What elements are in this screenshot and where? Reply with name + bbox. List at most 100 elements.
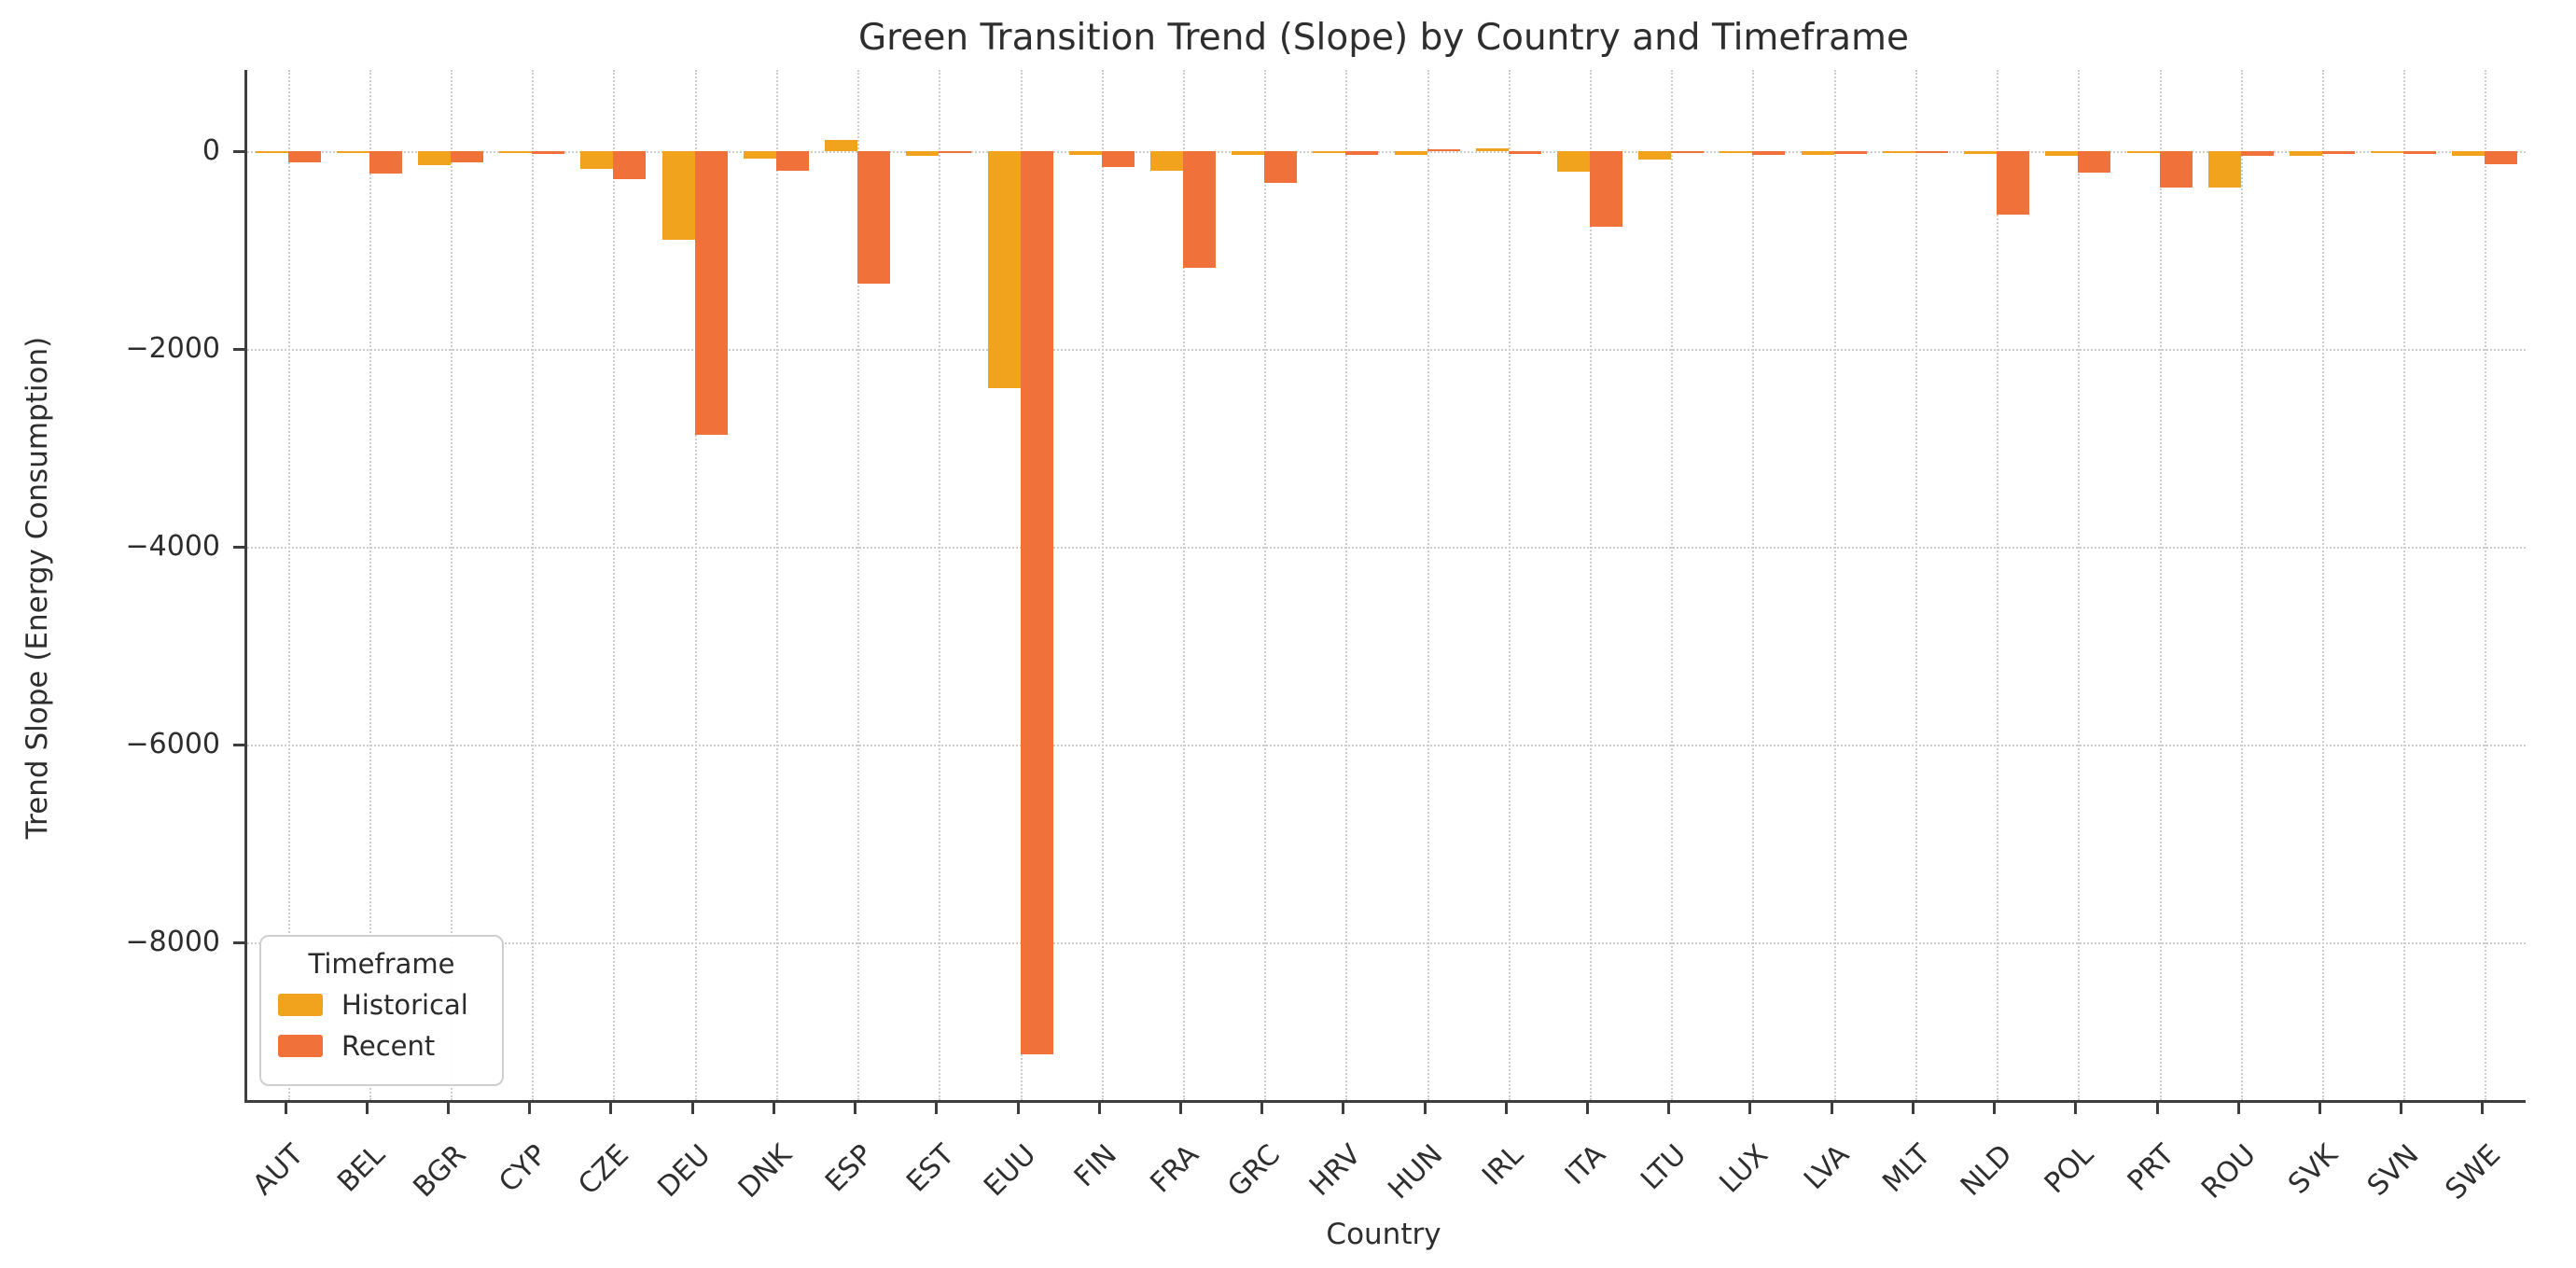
x-gridline [1671, 70, 1674, 1100]
recent-color-swatch [278, 1035, 323, 1057]
bar-historical-FRA [1149, 151, 1183, 172]
bar-historical-FIN [1068, 151, 1102, 156]
historical-color-swatch [278, 994, 323, 1016]
x-axis-label: Country [1326, 1218, 1441, 1251]
bar-historical-CZE [580, 151, 614, 169]
bar-recent-ESP [857, 151, 891, 284]
x-tickmark [2400, 1103, 2403, 1114]
bar-recent-LTU [1671, 151, 1705, 153]
x-gridline [1264, 70, 1267, 1100]
x-tick-label: ESP [819, 1138, 880, 1199]
x-tickmark [1911, 1103, 1915, 1114]
x-tickmark [2318, 1103, 2321, 1114]
legend-entry-historical: Historical [278, 989, 502, 1021]
x-gridline [369, 70, 371, 1100]
x-tick-label: BEL [330, 1138, 392, 1199]
y-gridline [247, 745, 2526, 747]
bar-recent-MLT [1915, 151, 1948, 153]
y-tick-label: −6000 [125, 728, 220, 761]
bar-historical-BEL [336, 151, 369, 153]
x-tick-label: IRL [1476, 1138, 1531, 1192]
x-tick-label: DNK [731, 1138, 799, 1205]
bar-recent-EST [939, 151, 972, 154]
x-gridline [2240, 70, 2243, 1100]
bar-historical-PRT [2126, 151, 2160, 153]
bar-historical-SWE [2452, 151, 2485, 156]
y-tickmark [233, 150, 244, 153]
bar-historical-EST [906, 151, 940, 156]
bar-recent-SVK [2321, 151, 2355, 155]
bar-recent-HRV [1345, 151, 1379, 156]
x-tick-label: ITA [1558, 1138, 1612, 1191]
x-tick-label: PRT [2122, 1138, 2181, 1198]
x-tickmark [1097, 1103, 1101, 1114]
x-tick-label: POL [2038, 1138, 2100, 1201]
bar-recent-SWE [2485, 151, 2518, 165]
x-tick-label: CZE [572, 1138, 635, 1202]
y-tick-label: −2000 [125, 332, 220, 366]
bar-historical-AUT [255, 151, 288, 154]
x-tickmark [1748, 1103, 1752, 1114]
x-gridline [1345, 70, 1348, 1100]
x-gridline [2485, 70, 2487, 1100]
x-gridline [1427, 70, 1429, 1100]
x-gridline [532, 70, 535, 1100]
legend-label-recent: Recent [341, 1030, 436, 1062]
x-tickmark [1260, 1103, 1264, 1114]
bar-recent-DNK [775, 151, 809, 171]
x-tickmark [1342, 1103, 1345, 1114]
x-tick-label: AUT [246, 1138, 310, 1202]
x-gridline [1997, 70, 1999, 1100]
x-gridline [287, 70, 290, 1100]
x-gridline [2321, 70, 2324, 1100]
bar-recent-BGR [451, 151, 484, 162]
x-gridline [775, 70, 778, 1100]
x-tickmark [935, 1103, 939, 1114]
y-gridline [247, 151, 2526, 153]
y-tickmark [233, 941, 244, 945]
x-tick-label: GRC [1220, 1138, 1287, 1204]
y-tick-label: 0 [202, 134, 220, 167]
x-tickmark [1423, 1103, 1427, 1114]
bar-historical-LVA [1801, 151, 1834, 156]
bar-historical-ESP [825, 139, 858, 151]
x-tickmark [365, 1103, 369, 1114]
bar-recent-ITA [1590, 151, 1623, 227]
x-gridline [1101, 70, 1104, 1100]
bar-historical-POL [2045, 151, 2079, 156]
x-tickmark [690, 1103, 694, 1114]
x-tick-label: LVA [1798, 1138, 1857, 1197]
bar-recent-POL [2078, 151, 2111, 174]
x-tick-label: SWE [2439, 1138, 2507, 1206]
x-tickmark [528, 1103, 532, 1114]
plot-area [244, 70, 2526, 1103]
bar-recent-IRL [1508, 151, 1541, 155]
legend: Timeframe Historical Recent [259, 935, 504, 1086]
x-tickmark [1504, 1103, 1508, 1114]
x-tick-label: FRA [1143, 1138, 1205, 1200]
bar-recent-HUN [1427, 148, 1460, 151]
y-tick-label: −8000 [125, 926, 220, 959]
x-tickmark [447, 1103, 451, 1114]
x-gridline [857, 70, 860, 1100]
chart-title: Green Transition Trend (Slope) by Countr… [857, 17, 1910, 59]
x-gridline [1915, 70, 1917, 1100]
bar-recent-CZE [613, 151, 647, 179]
y-gridline [247, 547, 2526, 550]
x-tick-label: SVN [2360, 1138, 2426, 1203]
bar-recent-ROU [2240, 151, 2274, 156]
x-tick-label: MLT [1876, 1138, 1938, 1200]
y-tickmark [233, 546, 244, 550]
x-gridline [1182, 70, 1185, 1100]
bar-historical-ITA [1557, 151, 1591, 173]
x-tick-label: DEU [651, 1138, 717, 1205]
x-tick-label: SVK [2281, 1138, 2345, 1201]
x-tickmark [609, 1103, 613, 1114]
legend-entry-recent: Recent [278, 1030, 502, 1062]
x-gridline [613, 70, 616, 1100]
x-tickmark [1993, 1103, 1997, 1114]
x-tickmark [1830, 1103, 1833, 1114]
x-tickmark [1667, 1103, 1671, 1114]
y-gridline [247, 349, 2526, 352]
x-tick-label: EST [900, 1138, 961, 1199]
